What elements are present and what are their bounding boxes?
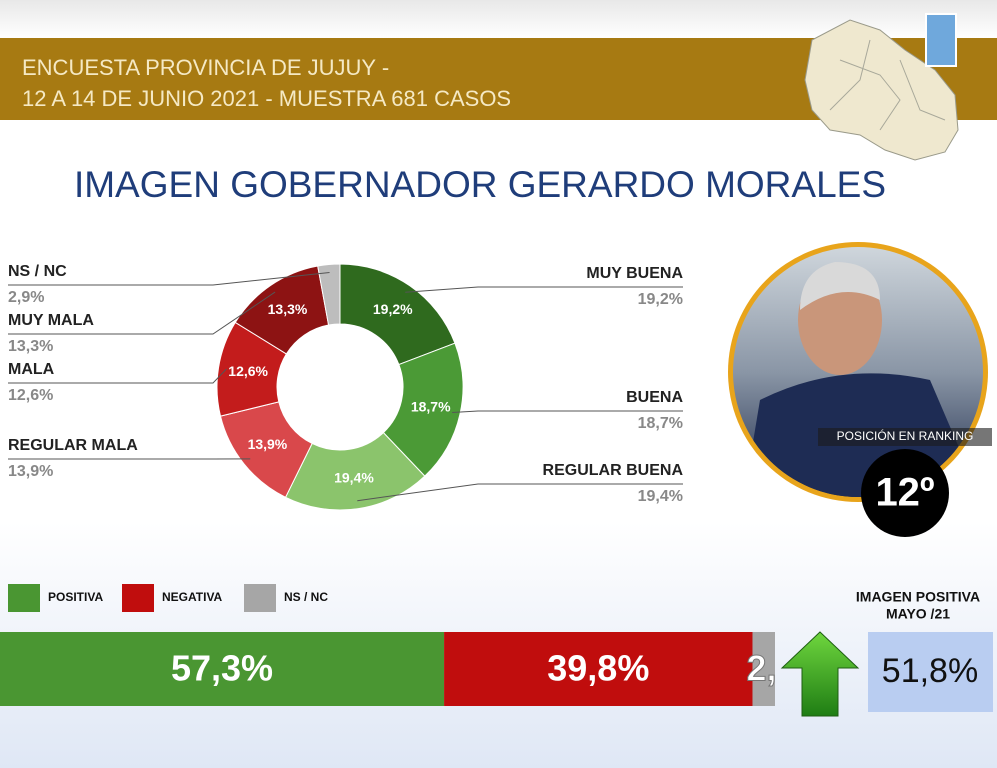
previous-value: 51,8% xyxy=(882,652,978,690)
leader-line xyxy=(405,286,683,293)
leader-line xyxy=(357,483,683,502)
bar-label: 39,8% xyxy=(547,648,649,689)
category-label: REGULAR MALA xyxy=(8,437,138,454)
stacked-bar: 57,3% 39,8% 2,9 xyxy=(0,632,797,706)
donut-slice xyxy=(317,263,341,326)
bar-label: 57,3% xyxy=(171,648,273,689)
bar-segment xyxy=(752,632,775,706)
category-value: 2,9% xyxy=(8,289,44,306)
chart-title: IMAGEN GOBERNADOR GERARDO MORALES xyxy=(74,164,886,205)
slice-label: 12,6% xyxy=(228,363,268,379)
ranking-label-bg xyxy=(818,428,992,446)
slice-label: 18,7% xyxy=(411,398,451,414)
slice-label: 13,3% xyxy=(268,301,308,317)
category-label: MALA xyxy=(8,361,55,378)
slice-label: 19,4% xyxy=(334,470,374,486)
leader-line xyxy=(8,368,227,384)
ranking-position: 12º xyxy=(875,471,934,515)
donut-slice xyxy=(284,431,426,511)
bar-label: 2,9 xyxy=(747,648,797,689)
category-value: 18,7% xyxy=(638,415,683,432)
previous-box xyxy=(868,632,993,712)
legend-label: POSITIVA xyxy=(48,590,103,604)
country-icon xyxy=(925,13,957,67)
category-label: MUY BUENA xyxy=(586,265,683,282)
donut-slice xyxy=(339,263,456,366)
category-label: REGULAR BUENA xyxy=(543,462,684,479)
slice-label: 19,2% xyxy=(373,301,413,317)
category-label: MUY MALA xyxy=(8,312,94,329)
map-borders xyxy=(829,39,946,131)
category-value: 12,6% xyxy=(8,387,53,404)
header-line: 12 A 14 DE JUNIO 2021 - MUESTRA 681 CASO… xyxy=(22,86,511,111)
category-value: 19,4% xyxy=(638,488,683,505)
category-value: 13,3% xyxy=(8,338,53,355)
portrait-hair xyxy=(800,262,880,310)
ranking-label: POSICIÓN EN RANKING xyxy=(837,428,974,443)
bar-segment xyxy=(0,632,445,706)
legend-label: NS / NC xyxy=(284,590,328,604)
category-label: BUENA xyxy=(626,389,683,406)
legend-label: NEGATIVA xyxy=(162,590,223,604)
leader-line xyxy=(452,410,683,413)
leader-line xyxy=(8,291,276,335)
category-label: NS / NC xyxy=(8,263,67,280)
legend-swatch xyxy=(244,584,276,612)
province-map xyxy=(804,19,959,161)
category-value: 13,9% xyxy=(8,463,53,480)
header-line: ENCUESTA PROVINCIA DE JUJUY - xyxy=(22,55,389,80)
legend-swatch xyxy=(122,584,154,612)
category-value: 19,2% xyxy=(638,291,683,308)
leader-line xyxy=(8,271,330,286)
trend-arrow xyxy=(780,631,860,717)
previous-label: MAYO /21 xyxy=(886,606,950,622)
ranking-badge xyxy=(861,449,949,537)
slice-label: 13,9% xyxy=(248,436,288,452)
bar-segment xyxy=(444,632,753,706)
legend-swatch xyxy=(8,584,40,612)
previous-label: IMAGEN POSITIVA xyxy=(856,589,980,605)
portrait: POSICIÓN EN RANKING 12º xyxy=(728,242,992,537)
